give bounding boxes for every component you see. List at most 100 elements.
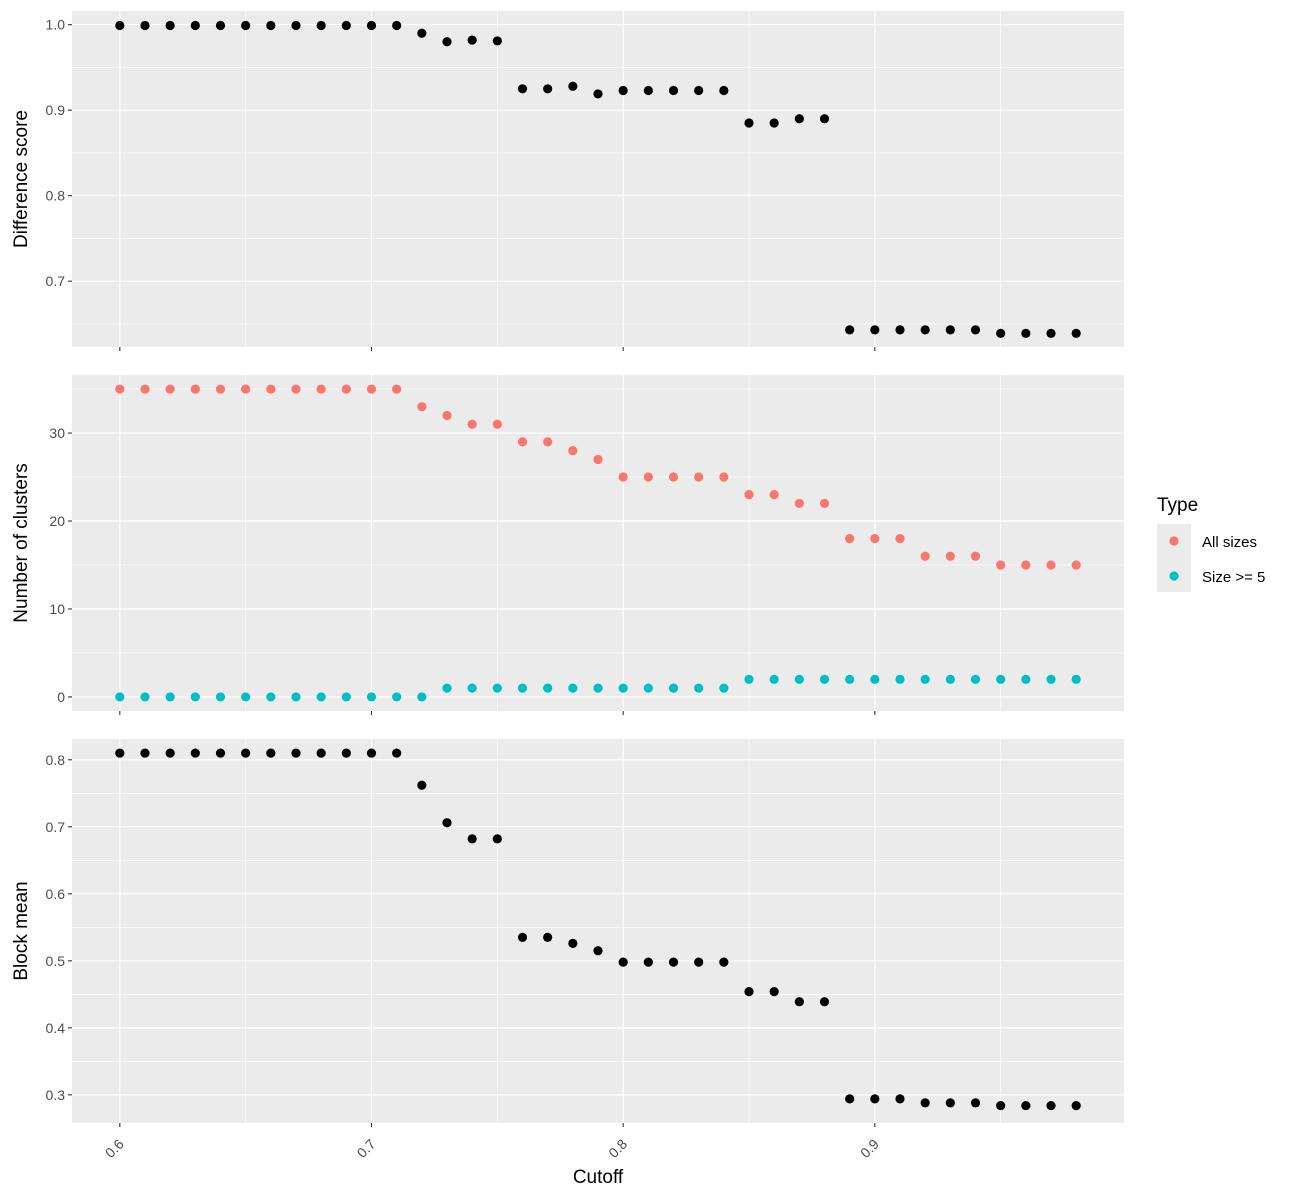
y-axis-title-bottom: Block mean xyxy=(11,881,32,980)
data-point xyxy=(643,683,653,693)
data-point xyxy=(593,946,603,956)
data-point xyxy=(668,957,679,967)
data-point xyxy=(1046,674,1056,684)
y-tick-label: 0.7 xyxy=(46,273,66,289)
data-point xyxy=(945,551,955,561)
data-point xyxy=(316,20,326,31)
data-point xyxy=(970,1098,981,1108)
data-point xyxy=(819,114,830,124)
data-point xyxy=(668,683,679,693)
data-point xyxy=(417,780,427,790)
y-tick-label: 30 xyxy=(49,425,65,441)
data-point xyxy=(392,692,402,702)
data-point xyxy=(291,748,301,758)
panels: 0.7 0.8 0.9 1.0 Difference score 0 10 20 30 Numbe… xyxy=(11,11,1124,1188)
data-point xyxy=(266,748,276,758)
data-point xyxy=(1071,1100,1081,1111)
data-point xyxy=(341,20,351,31)
y-tick-label: 0.8 xyxy=(46,752,66,768)
data-point xyxy=(719,85,729,96)
data-point xyxy=(1021,1100,1031,1111)
panel-bottom: 0.3 0.4 0.5 0.6 0.7 0.8 0.6 0.7 0.8 0.9 Block mean… xyxy=(11,739,1124,1188)
data-point xyxy=(190,692,200,702)
data-point xyxy=(140,748,150,758)
data-point xyxy=(744,118,754,128)
data-point xyxy=(492,36,502,46)
data-point xyxy=(819,997,830,1007)
data-point xyxy=(794,114,804,124)
data-point xyxy=(417,402,427,412)
y-tick-label: 10 xyxy=(49,601,65,617)
data-point xyxy=(719,683,729,693)
panel-background-bottom xyxy=(72,739,1124,1123)
data-point xyxy=(895,534,905,544)
series-size-5 xyxy=(115,674,1081,702)
data-point xyxy=(316,384,326,394)
y-tick-label: 0.4 xyxy=(46,1020,66,1036)
data-point xyxy=(694,683,704,693)
data-point xyxy=(417,28,427,38)
data-point xyxy=(392,384,402,394)
data-point xyxy=(1021,560,1031,570)
data-point xyxy=(492,834,502,844)
data-point xyxy=(694,472,704,482)
data-point xyxy=(517,84,528,94)
data-point xyxy=(543,932,553,942)
data-point xyxy=(870,534,880,544)
data-point xyxy=(895,325,905,335)
data-point xyxy=(442,410,452,421)
data-point xyxy=(618,957,628,967)
legend-key-size-5 xyxy=(1169,571,1179,581)
data-point xyxy=(492,419,502,429)
data-point xyxy=(719,472,729,482)
data-point xyxy=(190,20,200,31)
data-point xyxy=(895,1094,905,1104)
data-point xyxy=(366,20,377,31)
data-point xyxy=(668,472,679,482)
data-point xyxy=(467,419,477,429)
data-point xyxy=(291,384,301,394)
panel-top: 0.7 0.8 0.9 1.0 Difference score xyxy=(11,11,1124,351)
data-point xyxy=(366,692,377,702)
data-point xyxy=(215,20,226,31)
data-point xyxy=(241,384,251,394)
data-point xyxy=(945,1098,955,1108)
data-point xyxy=(241,692,251,702)
data-point xyxy=(920,551,930,561)
y-axis-title-middle: Number of clusters xyxy=(11,463,32,622)
y-tick-label: 0.5 xyxy=(46,953,66,969)
data-point xyxy=(543,683,553,693)
legend-title: Type xyxy=(1157,495,1198,516)
data-point xyxy=(140,384,150,394)
data-point xyxy=(467,35,477,45)
data-point xyxy=(593,683,603,693)
data-point xyxy=(1071,560,1081,570)
legend-label-all-sizes: All sizes xyxy=(1202,534,1257,551)
data-point xyxy=(744,490,754,500)
data-point xyxy=(392,20,402,31)
data-point xyxy=(115,20,125,31)
data-point xyxy=(845,534,855,544)
data-point xyxy=(115,384,125,394)
data-point xyxy=(1046,1100,1056,1111)
y-tick-label: 0.3 xyxy=(46,1087,66,1103)
data-point xyxy=(920,325,930,335)
data-point xyxy=(920,674,930,684)
data-point xyxy=(593,454,603,465)
legend-label-size-5: Size >= 5 xyxy=(1202,569,1265,586)
data-point xyxy=(316,748,326,758)
x-tick-label: 0.9 xyxy=(857,1136,882,1161)
data-point xyxy=(442,818,452,828)
x-tick-label: 0.6 xyxy=(102,1136,127,1161)
data-point xyxy=(1071,674,1081,684)
data-point xyxy=(744,674,754,684)
data-point xyxy=(920,1098,930,1108)
data-point xyxy=(165,748,175,758)
data-point xyxy=(996,1100,1006,1111)
data-point xyxy=(241,20,251,31)
data-point xyxy=(341,748,351,758)
data-point xyxy=(643,472,653,482)
data-point xyxy=(266,384,276,394)
data-point xyxy=(870,1094,880,1104)
